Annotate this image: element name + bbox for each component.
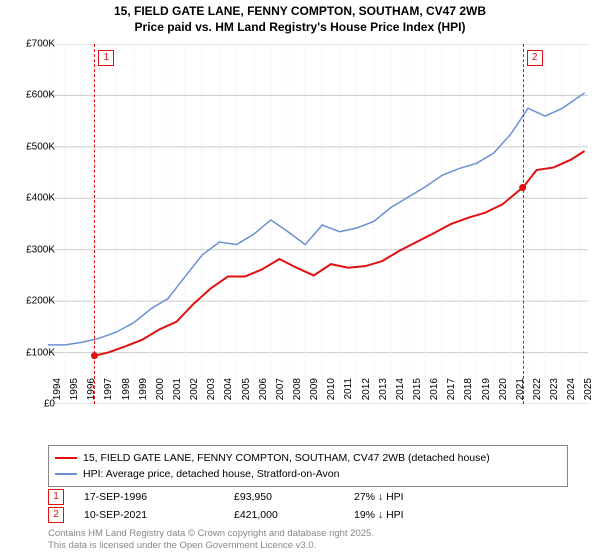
x-tick-label: 2018 bbox=[463, 378, 474, 408]
y-tick-label: £700K bbox=[11, 39, 55, 50]
x-tick-label: 2001 bbox=[172, 378, 183, 408]
y-tick-label: £600K bbox=[11, 90, 55, 101]
marker-price: £93,950 bbox=[234, 491, 354, 503]
legend-item: 15, FIELD GATE LANE, FENNY COMPTON, SOUT… bbox=[55, 450, 561, 466]
title-line2: Price paid vs. HM Land Registry's House … bbox=[0, 20, 600, 36]
x-tick-label: 2013 bbox=[378, 378, 389, 408]
legend-swatch bbox=[55, 457, 77, 459]
x-tick-label: 2024 bbox=[566, 378, 577, 408]
x-tick-label: 1995 bbox=[69, 378, 80, 408]
x-tick-label: 2023 bbox=[549, 378, 560, 408]
x-tick-label: 2006 bbox=[258, 378, 269, 408]
marker-badge: 1 bbox=[48, 489, 64, 505]
sale-dots bbox=[91, 184, 526, 359]
plot-area: 12 bbox=[48, 44, 588, 404]
legend: 15, FIELD GATE LANE, FENNY COMPTON, SOUT… bbox=[48, 445, 568, 487]
x-tick-label: 2019 bbox=[481, 378, 492, 408]
x-tick-label: 2009 bbox=[309, 378, 320, 408]
y-tick-label: £400K bbox=[11, 193, 55, 204]
legend-label: HPI: Average price, detached house, Stra… bbox=[83, 468, 339, 480]
title-line1: 15, FIELD GATE LANE, FENNY COMPTON, SOUT… bbox=[0, 4, 600, 20]
x-tick-label: 2025 bbox=[583, 378, 594, 408]
markers-table: 1 17-SEP-1996 £93,950 27% ↓ HPI 2 10-SEP… bbox=[48, 488, 568, 524]
series-group bbox=[48, 93, 585, 356]
x-tick-label: 1998 bbox=[121, 378, 132, 408]
legend-label: 15, FIELD GATE LANE, FENNY COMPTON, SOUT… bbox=[83, 452, 490, 464]
x-tick-label: 1997 bbox=[103, 378, 114, 408]
legend-item: HPI: Average price, detached house, Stra… bbox=[55, 466, 561, 482]
x-tick-label: 1999 bbox=[138, 378, 149, 408]
x-tick-label: 2016 bbox=[429, 378, 440, 408]
x-tick-label: 2010 bbox=[326, 378, 337, 408]
x-tick-label: 2003 bbox=[206, 378, 217, 408]
marker-price: £421,000 bbox=[234, 509, 354, 521]
x-tick-label: 1996 bbox=[86, 378, 97, 408]
marker-row: 2 10-SEP-2021 £421,000 19% ↓ HPI bbox=[48, 506, 568, 524]
x-tick-label: 2005 bbox=[241, 378, 252, 408]
marker-date: 17-SEP-1996 bbox=[84, 491, 234, 503]
y-tick-label: £200K bbox=[11, 296, 55, 307]
plot-marker-badge: 1 bbox=[98, 50, 114, 66]
x-tick-label: 2011 bbox=[343, 378, 354, 408]
x-tick-label: 1994 bbox=[52, 378, 63, 408]
x-tick-label: 2002 bbox=[189, 378, 200, 408]
x-tick-label: 2000 bbox=[155, 378, 166, 408]
marker-badge: 2 bbox=[48, 507, 64, 523]
y-tick-label: £100K bbox=[11, 347, 55, 358]
x-tick-label: 2007 bbox=[275, 378, 286, 408]
y-tick-label: £300K bbox=[11, 244, 55, 255]
legend-swatch bbox=[55, 473, 77, 475]
marker-row: 1 17-SEP-1996 £93,950 27% ↓ HPI bbox=[48, 488, 568, 506]
chart-title: 15, FIELD GATE LANE, FENNY COMPTON, SOUT… bbox=[0, 0, 600, 37]
chart-container: 15, FIELD GATE LANE, FENNY COMPTON, SOUT… bbox=[0, 0, 600, 560]
marker-date: 10-SEP-2021 bbox=[84, 509, 234, 521]
footer-line2: This data is licensed under the Open Gov… bbox=[48, 540, 568, 552]
footer: Contains HM Land Registry data © Crown c… bbox=[48, 528, 568, 552]
x-tick-label: 2021 bbox=[515, 378, 526, 408]
x-tick-label: 2014 bbox=[395, 378, 406, 408]
y-tick-label: £0 bbox=[11, 399, 55, 410]
marker-delta: 19% ↓ HPI bbox=[354, 509, 474, 521]
footer-line1: Contains HM Land Registry data © Crown c… bbox=[48, 528, 568, 540]
x-tick-label: 2008 bbox=[292, 378, 303, 408]
x-tick-label: 2022 bbox=[532, 378, 543, 408]
x-tick-label: 2020 bbox=[498, 378, 509, 408]
x-tick-label: 2015 bbox=[412, 378, 423, 408]
x-tick-label: 2017 bbox=[446, 378, 457, 408]
marker-delta: 27% ↓ HPI bbox=[354, 491, 474, 503]
plot-svg bbox=[48, 44, 588, 404]
grid bbox=[48, 44, 588, 404]
y-tick-label: £500K bbox=[11, 141, 55, 152]
x-tick-label: 2012 bbox=[361, 378, 372, 408]
plot-marker-badge: 2 bbox=[527, 50, 543, 66]
x-tick-label: 2004 bbox=[223, 378, 234, 408]
